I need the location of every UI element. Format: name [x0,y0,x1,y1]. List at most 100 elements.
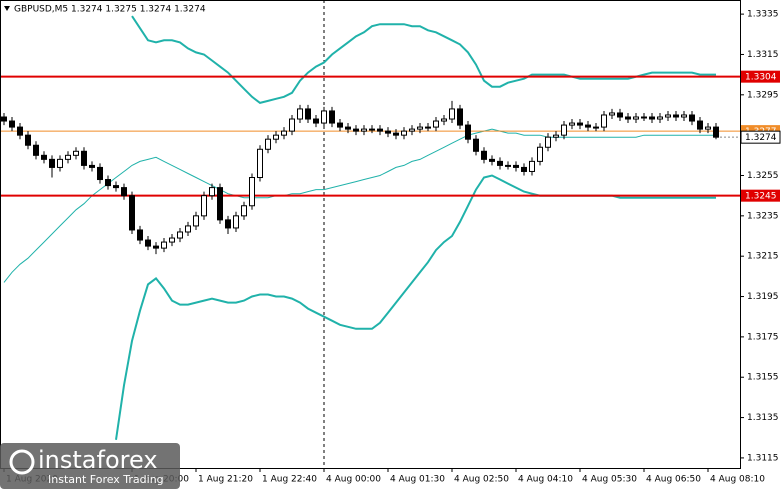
indicator-line [131,15,716,104]
candle-body [273,134,279,140]
candle-body [137,229,143,241]
candle-body [537,146,543,162]
candle-body [441,118,447,122]
candle-body [433,120,439,128]
candle-body [49,158,55,168]
y-tick-label: 1.3135 [747,413,779,423]
candle-body [609,112,615,116]
x-tick-label: 4 Aug 08:10 [710,475,765,485]
candle-body [305,108,311,120]
chart-title: GBPUSD,M5 1.3274 1.3275 1.3274 1.3274 [14,5,206,15]
candle-body [369,128,375,131]
candle-body [1,116,7,122]
y-tick-label: 1.3115 [747,453,779,463]
candle-body [249,177,255,207]
candle-body [665,114,671,118]
candle-body [201,195,207,217]
candle-body [345,126,351,130]
candle-body [553,134,559,138]
x-tick-label: 4 Aug 01:30 [390,475,445,485]
candle-body [81,150,87,166]
x-tick-label: 1 Aug 22:40 [262,475,317,485]
candle-body [129,195,135,231]
level-label: 1.3304 [745,73,777,83]
y-tick-label: 1.3155 [747,373,779,383]
candle-body [89,164,95,168]
candle-body [673,114,679,118]
candle-body [713,126,719,138]
y-tick-label: 1.3255 [747,171,779,181]
candle-body [617,112,623,118]
candle-body [121,187,127,197]
candle-body [65,154,71,160]
candle-body [633,116,639,120]
candle-body [313,118,319,124]
candle-body [425,126,431,129]
logo-name: instaforex [38,446,158,474]
x-tick-label: 4 Aug 04:10 [518,475,573,485]
candle-body [513,164,519,168]
candle-body [105,179,111,187]
candle-body [225,219,231,229]
candle-body [409,128,415,132]
candle-body [601,114,607,128]
candle-body [73,150,79,156]
candle-body [545,136,551,148]
candle-body [361,128,367,132]
y-tick-label: 1.3235 [747,211,779,221]
candle-body [185,225,191,233]
candle-body [521,166,527,172]
candle-body [505,164,511,167]
candle-body [241,205,247,217]
candle-body [585,124,591,128]
indicator-line [115,174,716,440]
candle-body [577,122,583,126]
candle-body [177,231,183,239]
last-price-label: 1.3274 [745,133,777,143]
candle-body [9,120,15,128]
candle-body [281,130,287,136]
y-tick-label: 1.3315 [747,50,779,60]
candle-body [417,126,423,130]
candle-body [113,185,119,189]
logo-box [0,443,180,489]
logo: instaforex Instant Forex Trading [0,443,180,489]
candle-body [529,160,535,172]
candle-body [393,132,399,136]
candle-body [377,128,383,132]
candle-body [649,116,655,120]
candle-body [25,134,31,146]
y-tick-label: 1.3295 [747,90,779,100]
candle-body [401,130,407,136]
candle-body [145,239,151,247]
candle-body [337,122,343,128]
candle-body [497,160,503,166]
candle-body [329,110,335,124]
symbol-icon [4,6,10,11]
candle-body [257,148,263,179]
candle-body [457,108,463,126]
x-tick-label: 4 Aug 05:30 [582,475,637,485]
candle-body [593,126,599,129]
x-tick-label: 1 Aug 21:20 [198,475,253,485]
y-tick-label: 1.3175 [747,332,779,342]
indicator-line [3,128,716,283]
candle-body [689,114,695,122]
level-label: 1.3245 [745,192,777,202]
candle-body [705,126,711,130]
plot-border [0,0,741,469]
candle-body [193,215,199,227]
candle-body [57,158,63,168]
candle-body [473,138,479,152]
candle-body [169,237,175,243]
candle-body [217,187,223,221]
candle-body [489,158,495,162]
x-tick-label: 4 Aug 00:00 [326,475,381,485]
candle-body [657,116,663,120]
level-label-box [741,189,780,202]
x-tick-label: 4 Aug 02:50 [454,475,509,485]
candle-body [385,130,391,134]
last-price-box [740,130,781,144]
candle-body [153,245,159,249]
